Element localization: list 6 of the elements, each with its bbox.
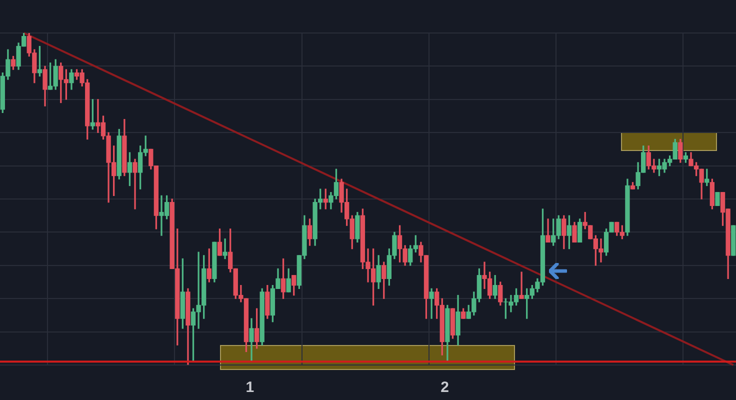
candlestick (519, 272, 524, 299)
text: 1 (246, 379, 254, 396)
candlestick (429, 288, 434, 319)
candlestick (132, 158, 138, 210)
text: 2 (440, 379, 449, 396)
candlestick (222, 238, 228, 260)
